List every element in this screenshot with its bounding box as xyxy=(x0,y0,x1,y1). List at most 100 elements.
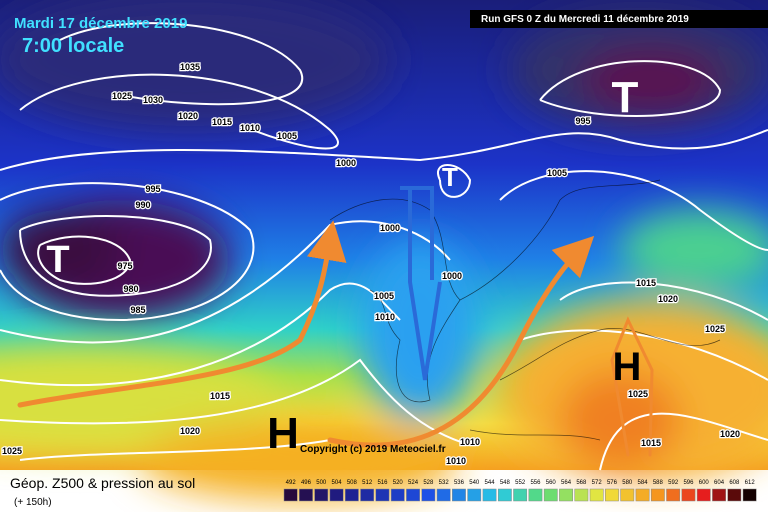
colorbar-swatch xyxy=(452,488,466,502)
colorbar-swatch xyxy=(467,488,482,502)
colorbar-label: 576 xyxy=(607,480,618,486)
isobar-label: 1020 xyxy=(658,294,678,304)
colorbar-swatch xyxy=(497,488,512,502)
colorbar-label: 532 xyxy=(439,480,450,486)
colorbar-label: 588 xyxy=(653,480,664,486)
isobar-label: 1010 xyxy=(240,123,260,133)
isobar-label: 995 xyxy=(575,116,590,126)
flow-arrows xyxy=(17,220,654,457)
isobar-label: 1010 xyxy=(460,437,480,447)
colorbar-swatch xyxy=(329,488,344,502)
colorbar-label: 584 xyxy=(638,480,649,486)
footer-lead: (+ 150h) xyxy=(14,497,52,508)
isobar-label: 1020 xyxy=(178,111,198,121)
colorbar-swatch xyxy=(727,488,742,502)
date-text: Mardi 17 décembre 2019 xyxy=(14,15,187,32)
colorbar-swatch xyxy=(543,488,558,502)
pressure-center: T xyxy=(46,239,69,281)
pressure-center: T xyxy=(612,73,639,122)
colorbar-swatch xyxy=(360,488,375,502)
colorbar-swatch xyxy=(436,488,451,502)
colorbar-label: 520 xyxy=(393,480,404,486)
colorbar-swatch xyxy=(375,488,390,502)
isobar-label: 1010 xyxy=(446,456,466,466)
pressure-center: H xyxy=(267,409,299,458)
isobar-label: 1015 xyxy=(641,438,661,448)
footer-title: Géop. Z500 & pression au sol xyxy=(10,475,195,491)
colorbar-swatch xyxy=(559,488,573,502)
colorbar-swatch xyxy=(666,488,681,502)
colorbar-label: 608 xyxy=(729,480,740,486)
isobar-label: 1025 xyxy=(705,324,725,334)
colorbar-label: 496 xyxy=(301,480,312,486)
colorbar-label: 604 xyxy=(714,480,725,486)
isobar-label: 1025 xyxy=(628,389,648,399)
colorbar-label: 516 xyxy=(377,480,388,486)
isobar-label: 1000 xyxy=(336,158,356,168)
colorbar-swatch xyxy=(299,488,313,502)
colorbar-label: 612 xyxy=(745,480,756,486)
colorbar-label: 500 xyxy=(316,480,327,486)
colorbar-label: 600 xyxy=(699,480,710,486)
isobar-label: 1025 xyxy=(2,446,22,456)
colorbar-swatch xyxy=(314,488,329,502)
colorbar-swatch xyxy=(589,488,604,502)
pressure-center: H xyxy=(613,345,642,389)
isobar-label: 985 xyxy=(130,305,145,315)
colorbar-label: 504 xyxy=(332,480,343,486)
colorbar-label: 536 xyxy=(454,480,465,486)
isobar-label: 1020 xyxy=(180,426,200,436)
coastlines xyxy=(329,179,721,441)
colorbar-label: 540 xyxy=(469,480,480,486)
isobar-label: 1005 xyxy=(547,168,567,178)
colorbar-swatch xyxy=(742,488,757,502)
colorbar-swatch xyxy=(650,488,665,502)
colorbar-swatch xyxy=(620,488,635,502)
isobar-label: 1015 xyxy=(636,278,656,288)
colorbar-swatch xyxy=(605,488,619,502)
colorbar-label: 568 xyxy=(576,480,587,486)
colorbar-label: 592 xyxy=(668,480,679,486)
colorbar-swatch xyxy=(390,488,405,502)
colorbar-label: 528 xyxy=(423,480,434,486)
colorbar-label: 492 xyxy=(286,480,297,486)
isobar-label: 1025 xyxy=(112,91,132,101)
colorbar-label: 512 xyxy=(362,480,373,486)
time-text: 7:00 locale xyxy=(22,35,124,57)
colorbar-swatch xyxy=(482,488,497,502)
colorbar-swatch xyxy=(344,488,359,502)
isobars xyxy=(0,22,768,471)
isobar-label: 1015 xyxy=(212,117,232,127)
colorbar-swatch xyxy=(696,488,711,502)
colorbar-label: 552 xyxy=(515,480,526,486)
isobar-label: 975 xyxy=(117,261,132,271)
colorbar-swatch xyxy=(574,488,589,502)
run-banner xyxy=(470,10,768,28)
isobar-label: 1030 xyxy=(143,95,163,105)
isobar-label: 1035 xyxy=(180,62,200,72)
isobar-label: 990 xyxy=(135,200,150,210)
colorbar-label: 580 xyxy=(622,480,633,486)
colorbar-swatch xyxy=(406,488,420,502)
copyright: Copyright (c) 2019 Meteociel.fr xyxy=(300,444,446,455)
colorbar-swatch xyxy=(712,488,726,502)
colorbar-label: 556 xyxy=(530,480,541,486)
colorbar-label: 524 xyxy=(408,480,419,486)
colorbar: 492 496 500 504 508 512 516 520 524 528 532 536 540 5… xyxy=(283,480,757,502)
colorbar-swatch xyxy=(283,488,298,502)
run-text: Run GFS 0 Z du Mercredi 11 décembre 2019 xyxy=(481,14,689,25)
colorbar-swatch xyxy=(528,488,543,502)
colorbar-swatch xyxy=(681,488,696,502)
trough-arrow xyxy=(400,186,442,381)
isobar-label: 1020 xyxy=(720,429,740,439)
pressure-centers: T T T H H xyxy=(46,73,641,458)
isobar-label: 1005 xyxy=(374,291,394,301)
colorbar-label: 572 xyxy=(592,480,603,486)
isobar-label: 980 xyxy=(123,284,138,294)
colorbar-label: 544 xyxy=(485,480,496,486)
isobar-label: 1000 xyxy=(380,223,400,233)
colorbar-label: 508 xyxy=(347,480,358,486)
isobar-label: 1015 xyxy=(210,391,230,401)
